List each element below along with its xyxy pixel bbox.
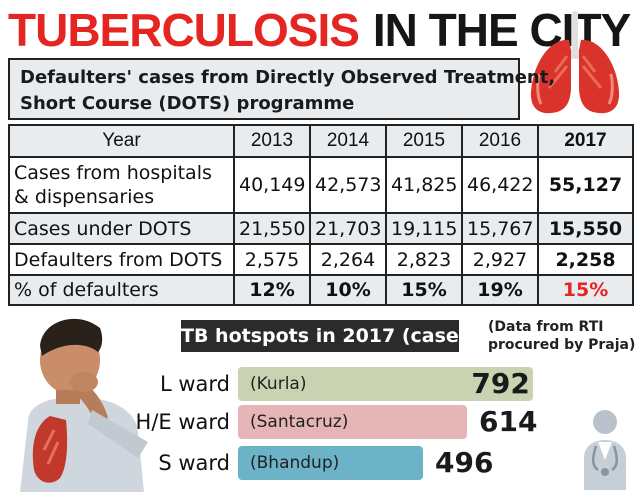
lungs-icon xyxy=(530,11,620,114)
row-label-hospital-cases: Cases from hospitals & dispensaries xyxy=(8,156,235,214)
header-2015: 2015 xyxy=(385,124,463,158)
table-cell: 19,115 xyxy=(385,212,463,245)
subtitle-line-1: Defaulters' cases from Directly Observed… xyxy=(20,67,556,88)
dots-table: Year 2013 2014 2015 2016 2017 Cases from… xyxy=(8,124,634,306)
value-label-s-ward: 496 xyxy=(435,446,494,479)
table-cell: 42,573 xyxy=(309,156,387,214)
page-title: TUBERCULOSIS IN THE CITY xyxy=(8,2,631,58)
row-label-percent-defaulters: % of defaulters xyxy=(8,274,235,306)
row-label-line-2: & dispensaries xyxy=(14,186,155,208)
bar-s-ward xyxy=(238,446,423,480)
doctor-icon xyxy=(584,410,626,490)
table-cell: 10% xyxy=(309,274,387,306)
table-cell: 2,264 xyxy=(309,243,387,276)
table-cell: 19% xyxy=(461,274,539,306)
ward-area-bhandup: (Bhandup) xyxy=(250,453,340,473)
table-cell: 21,703 xyxy=(309,212,387,245)
value-label-he-ward: 614 xyxy=(479,405,538,438)
subtitle-box: Defaulters' cases from Directly Observed… xyxy=(8,58,556,120)
header-2014: 2014 xyxy=(309,124,387,158)
subtitle-line-2: Short Course (DOTS) programme xyxy=(20,93,355,114)
table-cell: 2,823 xyxy=(385,243,463,276)
ward-area-santacruz: (Santacruz) xyxy=(250,412,349,432)
table-cell-highlight: 15% xyxy=(537,274,634,306)
value-label-l-ward: 792 xyxy=(471,367,530,400)
header-2017: 2017 xyxy=(537,124,634,158)
table-cell: 55,127 xyxy=(537,156,634,214)
row-label-cases-under-dots: Cases under DOTS xyxy=(8,212,235,245)
ward-label-l: L ward xyxy=(159,372,230,396)
row-label-line-1: Cases from hospitals xyxy=(14,162,212,184)
table-row: Cases under DOTS 21,550 21,703 19,115 15… xyxy=(8,212,634,245)
table-cell: 2,927 xyxy=(461,243,539,276)
table-row: Cases from hospitals & dispensaries 40,1… xyxy=(8,156,634,214)
table-cell: 2,575 xyxy=(233,243,311,276)
header-2016: 2016 xyxy=(461,124,539,158)
bar-l-ward xyxy=(238,367,534,401)
header-year: Year xyxy=(8,124,235,158)
table-row: % of defaulters 12% 10% 15% 19% 15% xyxy=(8,274,634,306)
ward-area-kurla: (Kurla) xyxy=(250,374,307,394)
table-row: Defaulters from DOTS 2,575 2,264 2,823 2… xyxy=(8,243,634,276)
table-header-row: Year 2013 2014 2015 2016 2017 xyxy=(8,124,634,158)
note-line-1: (Data from RTI xyxy=(488,319,604,335)
table-cell: 15% xyxy=(385,274,463,306)
table-cell: 40,149 xyxy=(233,156,311,214)
title-tuberculosis: TUBERCULOSIS xyxy=(8,4,360,56)
bar-he-ward xyxy=(238,405,468,439)
ward-label-he: H/E ward xyxy=(135,410,230,434)
table-cell: 12% xyxy=(233,274,311,306)
coughing-man-illustration xyxy=(8,312,168,492)
header-2013: 2013 xyxy=(233,124,311,158)
table-cell: 21,550 xyxy=(233,212,311,245)
hotspots-title: TB hotspots in 2017 (cases) xyxy=(181,320,479,352)
data-source-note: (Data from RTI procured by Praja) xyxy=(488,318,635,354)
table-cell: 2,258 xyxy=(537,243,634,276)
table-cell: 41,825 xyxy=(385,156,463,214)
table-cell: 15,550 xyxy=(537,212,634,245)
note-line-2: procured by Praja) xyxy=(488,337,635,353)
table-cell: 15,767 xyxy=(461,212,539,245)
table-cell: 46,422 xyxy=(461,156,539,214)
row-label-defaulters: Defaulters from DOTS xyxy=(8,243,235,276)
ward-label-s: S ward xyxy=(158,451,230,475)
